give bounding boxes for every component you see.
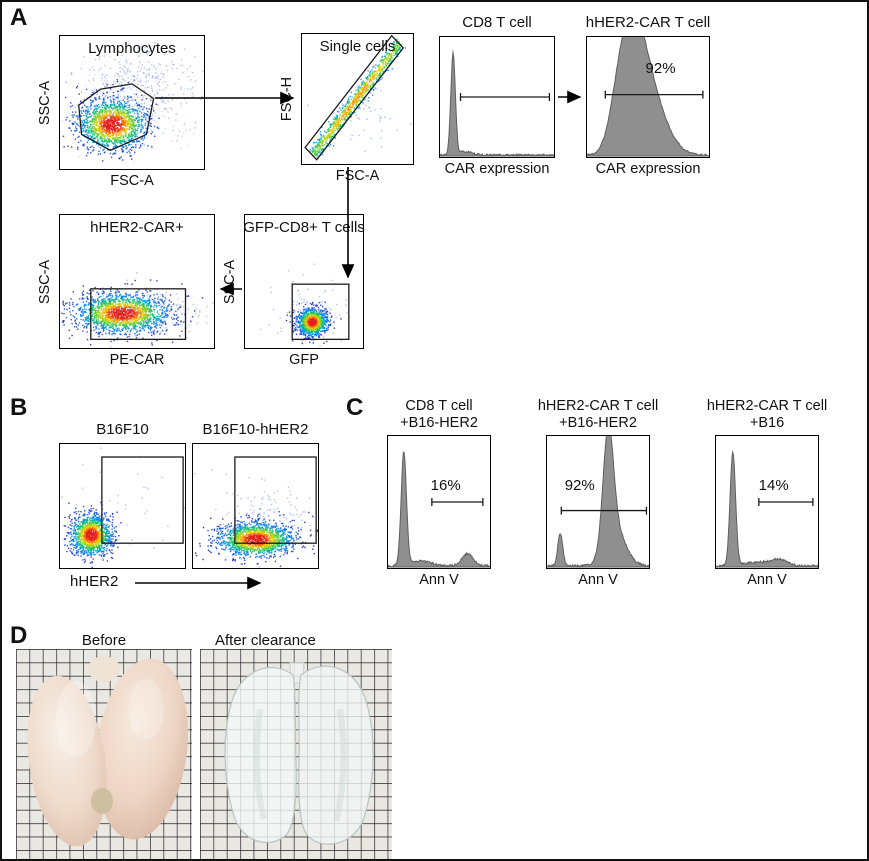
gate-percentage: 92% — [564, 476, 595, 494]
x-axis-label: Ann V — [747, 572, 787, 588]
scatter-plot-canvas — [302, 34, 413, 164]
plot-frame — [715, 435, 819, 569]
plot-frame — [439, 36, 555, 158]
plot-title: hHER2-CAR T cell +B16 — [707, 398, 827, 431]
plot-title-line1: hHER2-CAR T cell — [537, 398, 659, 414]
plot-frame — [192, 443, 319, 569]
flow-histogram-annv-car-b16: hHER2-CAR T cell +B16 14% Ann V — [707, 398, 827, 588]
panel-label-b: B — [10, 394, 28, 421]
plot-frame — [546, 435, 650, 569]
tissue-shading — [333, 708, 347, 822]
plot-title-line2: +B16-HER2 — [559, 414, 637, 431]
histogram-plot-canvas — [547, 436, 649, 568]
plot-title: GFP-CD8+ T cells — [243, 219, 365, 236]
x-axis-label: GFP — [289, 352, 319, 368]
plot-frame — [244, 214, 364, 349]
scatter-plot-canvas — [60, 36, 204, 169]
y-axis-label: SSC-A — [37, 259, 53, 304]
plot-title: hHER2-CAR T cell — [585, 14, 711, 31]
plot-title: B16F10 — [96, 421, 149, 438]
y-axis-label: SSC-A — [222, 259, 238, 304]
flow-scatter-b16f10: B16F10 — [59, 421, 186, 569]
plot-title-line2: +B16 — [749, 414, 785, 431]
highlight — [128, 679, 164, 739]
plot-title: B16F10-hHER2 — [202, 421, 309, 438]
plot-frame — [59, 443, 186, 569]
histogram-plot-canvas — [388, 436, 490, 568]
scatter-plot-canvas — [60, 444, 185, 568]
panel-label-a: A — [10, 4, 28, 31]
histogram-plot-canvas — [587, 37, 709, 157]
b-xaxis-label: hHER2 — [70, 573, 119, 590]
plot-title: hHER2-CAR T cell +B16-HER2 — [538, 398, 658, 431]
x-axis-label: CAR expression — [444, 161, 550, 177]
plot-title-line1: CD8 T cell — [405, 398, 473, 414]
flow-histogram-annv-car-b16her2: hHER2-CAR T cell +B16-HER2 92% Ann V — [538, 398, 658, 588]
plot-frame — [59, 35, 205, 170]
histogram-plot-canvas — [716, 436, 818, 568]
plot-title-line2: +B16-HER2 — [400, 414, 478, 431]
flow-scatter-b16f10-hher2: B16F10-hHER2 — [192, 421, 319, 569]
flow-scatter-gfp-cd8: GFP-CD8+ T cells SSC-A GFP — [222, 214, 365, 368]
flow-histogram-her2car: hHER2-CAR T cell 92% CAR expression — [586, 14, 710, 177]
tissue-shading — [253, 708, 267, 820]
plot-frame — [59, 214, 215, 349]
scatter-plot-canvas — [60, 215, 214, 348]
plot-frame — [586, 36, 710, 158]
x-axis-label: FSC-A — [335, 168, 380, 184]
plot-frame — [301, 33, 414, 165]
gate-percentage: 92% — [645, 60, 676, 78]
scatter-plot-canvas — [193, 444, 318, 568]
flow-histogram-annv-cd8: CD8 T cell +B16-HER2 16% Ann V — [387, 398, 491, 588]
plot-title: Single cells — [319, 38, 396, 55]
panel-label-d: D — [10, 622, 28, 649]
x-axis-label: Ann V — [578, 572, 618, 588]
x-axis-label: PE-CAR — [109, 352, 165, 368]
x-axis-label: CAR expression — [595, 161, 701, 177]
photo-label-after: After clearance — [215, 632, 316, 649]
flow-histogram-cd8-car: CD8 T cell CAR expression — [439, 14, 555, 177]
x-axis-label: FSC-A — [110, 173, 154, 189]
highlight — [56, 681, 96, 757]
plot-title-line1: hHER2-CAR T cell — [706, 398, 828, 414]
plot-title: CD8 T cell +B16-HER2 — [400, 398, 478, 431]
photo-lungs-before — [16, 649, 192, 859]
flow-scatter-lymphocytes: Lymphocytes SSC-A FSC-A — [37, 35, 205, 189]
right-lung-lobe — [298, 665, 374, 845]
left-lung-lobe — [27, 675, 107, 847]
plot-title: Lymphocytes — [88, 40, 176, 57]
scatter-plot-canvas — [245, 215, 363, 348]
y-axis-label: SSC-A — [37, 80, 53, 125]
plot-title: CD8 T cell — [462, 14, 532, 31]
flow-scatter-her2car-positive: hHER2-CAR+ SSC-A PE-CAR — [37, 214, 215, 368]
photo-lungs-after-clearance — [200, 649, 392, 859]
y-axis-label: FSC-H — [279, 76, 295, 122]
right-lung-lobe — [95, 658, 189, 840]
plot-title: hHER2-CAR+ — [90, 219, 184, 236]
left-lung-lobe — [224, 666, 297, 844]
plot-frame — [387, 435, 491, 569]
gate-percentage: 14% — [758, 476, 789, 494]
flow-scatter-single-cells: Single cells FSC-H FSC-A — [279, 33, 414, 184]
photo-label-before: Before — [81, 632, 127, 649]
trachea-stub — [88, 656, 120, 682]
histogram-plot-canvas — [440, 37, 554, 157]
x-axis-label: Ann V — [419, 572, 459, 588]
tissue-nodule — [91, 788, 113, 814]
gate-percentage: 16% — [430, 476, 461, 494]
panel-label-c: C — [346, 394, 364, 421]
